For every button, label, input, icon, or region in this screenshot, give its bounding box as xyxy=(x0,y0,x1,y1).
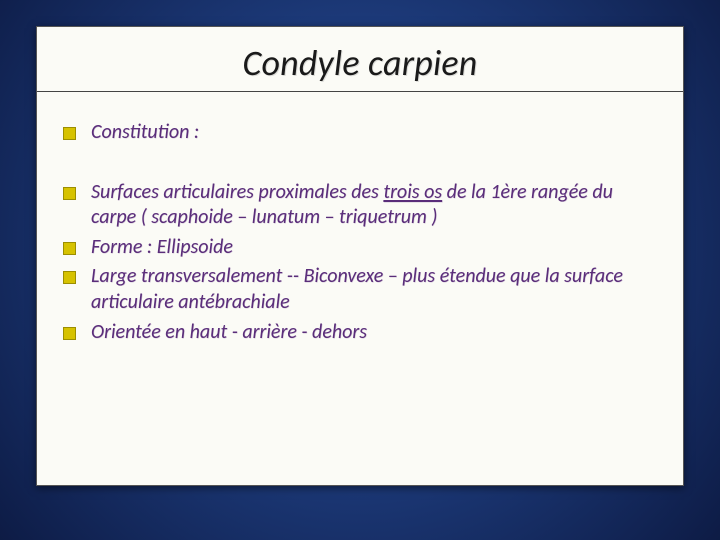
bullet-list: Constitution : Surfaces articulaires pro… xyxy=(37,92,683,345)
list-item: Forme : Ellipsoide xyxy=(63,235,661,261)
bullet-text: Large transversalement -- Biconvexe – pl… xyxy=(91,264,623,314)
bullet-text-underline: trois os xyxy=(383,180,442,204)
content-box: Condyle carpien Constitution : Surfaces … xyxy=(36,26,684,486)
bullet-text-pre: Surfaces articulaires proximales des xyxy=(91,180,383,204)
list-item: Orientée en haut - arrière - dehors xyxy=(63,320,661,346)
slide-title: Condyle carpien xyxy=(37,27,683,91)
bullet-text: Forme : Ellipsoide xyxy=(91,235,233,259)
list-item: Large transversalement -- Biconvexe – pl… xyxy=(63,264,661,315)
list-item: Constitution : xyxy=(63,120,661,146)
slide: Condyle carpien Constitution : Surfaces … xyxy=(0,0,720,540)
bullet-text: Orientée en haut - arrière - dehors xyxy=(91,320,367,344)
list-item: Surfaces articulaires proximales des tro… xyxy=(63,180,661,231)
bullet-text: Constitution : xyxy=(91,120,199,144)
